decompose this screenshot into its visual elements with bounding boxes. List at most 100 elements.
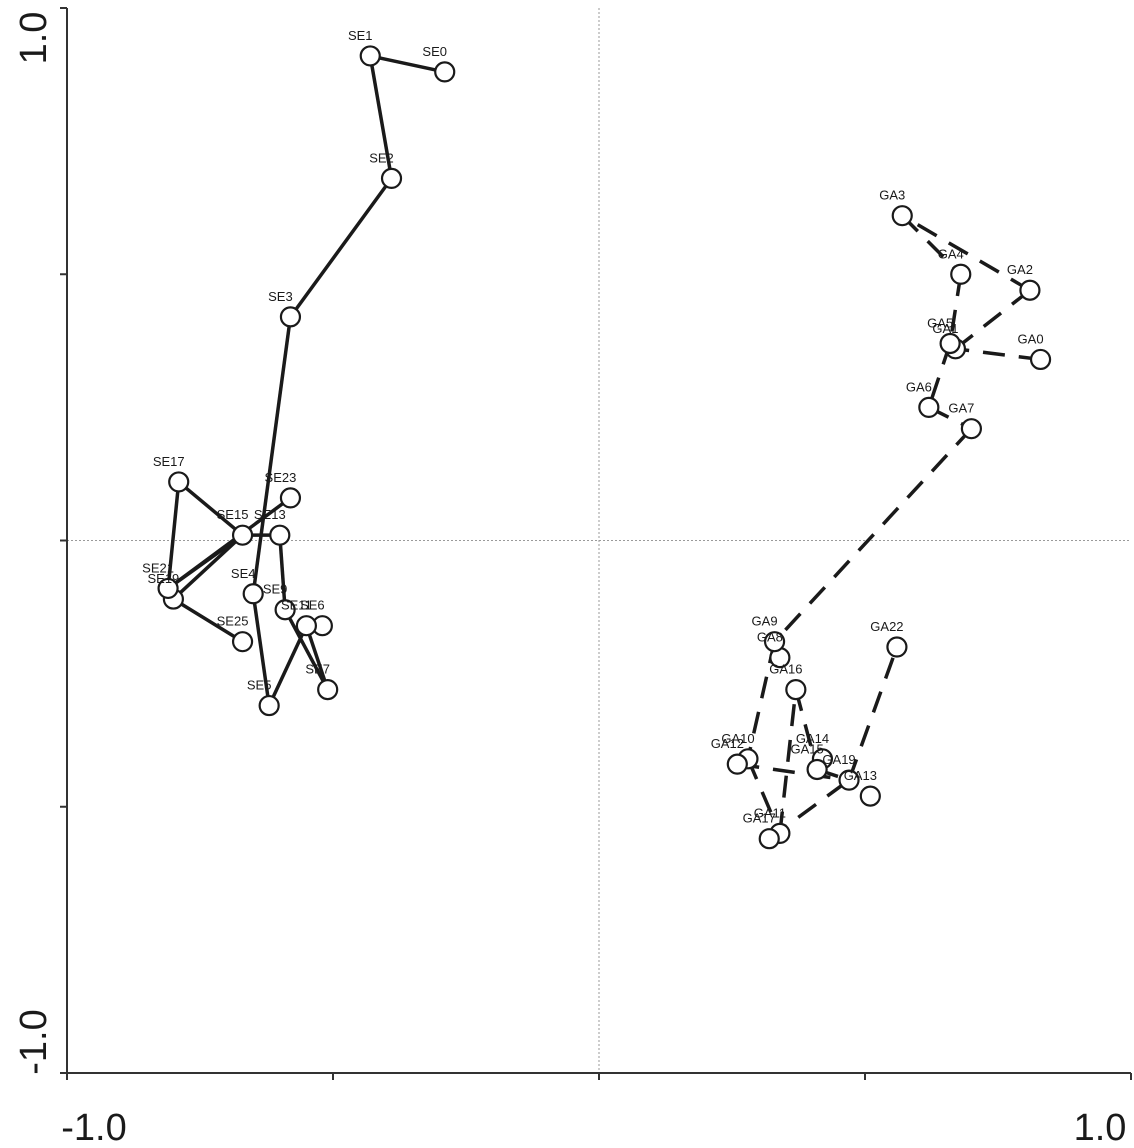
point-label-GA11: GA11 (754, 805, 786, 820)
point-label-GA12: GA12 (711, 736, 744, 751)
series-0-segment-7 (283, 608, 330, 691)
point-SE0 (434, 61, 456, 83)
point-SE2 (380, 167, 403, 189)
point-GA19 (838, 769, 860, 791)
point-label-GA8: GA8 (757, 630, 783, 645)
series-points (157, 45, 1052, 850)
point-label-SE19: SE19 (147, 571, 179, 586)
series-0-segment-10 (177, 480, 244, 537)
point-label-GA22: GA22 (870, 619, 903, 634)
point-GA5 (939, 332, 961, 355)
series-0-segment-11 (166, 481, 181, 589)
point-label-GA5: GA5 (927, 315, 953, 330)
point-GA2 (1019, 279, 1041, 301)
series-1-segment-11 (794, 689, 819, 770)
point-label-GA0: GA0 (1018, 331, 1044, 346)
point-label-SE0: SE0 (422, 44, 447, 59)
y-tick-label-max: 1.0 (13, 12, 55, 65)
point-label-GA16: GA16 (769, 662, 802, 677)
series-1-segment-3 (901, 214, 962, 276)
point-SE5 (258, 694, 280, 717)
series-1-segment-9 (746, 758, 782, 835)
series-0-segment-8 (278, 535, 287, 610)
point-SE25 (231, 631, 254, 653)
point-label-GA13: GA13 (844, 768, 877, 783)
point-label-GA6: GA6 (906, 379, 932, 394)
point-label-GA15: GA15 (790, 741, 823, 756)
series-1-segment-14 (737, 762, 850, 782)
point-label-SE13: SE13 (254, 507, 286, 522)
point-GA16 (785, 678, 807, 701)
point-SE15 (231, 524, 254, 546)
point-GA12 (726, 753, 748, 775)
axis-ticks (60, 7, 1132, 1080)
x-tick-label-min: -1.0 (61, 1107, 126, 1148)
point-GA7 (960, 418, 983, 440)
point-SE7 (317, 678, 339, 701)
point-label-SE25: SE25 (217, 614, 249, 629)
series-0-segment-13 (167, 533, 244, 590)
point-SE11 (295, 615, 317, 637)
series-0-segment-15 (172, 533, 244, 601)
point-SE9 (274, 599, 296, 621)
x-tick-label-max: 1.0 (1074, 1107, 1127, 1148)
point-label-GA9: GA9 (752, 614, 778, 629)
point-GA17 (758, 828, 780, 850)
point-label-SE11: SE11 (281, 598, 312, 613)
point-label-GA1: GA1 (932, 321, 958, 336)
series-1-segment-4 (948, 273, 963, 344)
point-label-GA7: GA7 (948, 401, 974, 416)
point-GA6 (918, 396, 940, 418)
point-SE17 (168, 471, 190, 493)
point-label-SE7: SE7 (305, 662, 330, 677)
point-SE13 (269, 524, 291, 546)
series-lines (166, 54, 1041, 841)
point-label-SE4: SE4 (231, 566, 256, 581)
point-GA3 (891, 205, 913, 227)
point-label-SE5: SE5 (247, 678, 272, 693)
point-label-SE2: SE2 (369, 150, 394, 165)
point-label-SE9: SE9 (263, 582, 288, 597)
point-label-GA10: GA10 (721, 731, 754, 746)
series-0-segment-2 (289, 177, 393, 318)
series-1-segment-13 (847, 646, 899, 781)
point-label-GA19: GA19 (822, 752, 855, 767)
point-label-SE3: SE3 (268, 289, 293, 304)
reference-lines (67, 8, 1131, 1073)
series-1-segment-0 (955, 347, 1041, 362)
point-label-GA14: GA14 (796, 731, 829, 746)
point-SE23 (279, 487, 302, 509)
point-GA0 (1029, 348, 1052, 371)
y-tick-label-min: -1.0 (13, 1009, 55, 1074)
point-GA4 (950, 263, 972, 285)
point-label-GA3: GA3 (879, 188, 905, 203)
point-GA13 (859, 785, 881, 807)
point-label-SE6: SE6 (300, 598, 325, 613)
point-label-GA17: GA17 (743, 811, 776, 826)
series-1-segment-2 (901, 214, 1031, 292)
point-label-GA2: GA2 (1007, 262, 1033, 277)
point-GA15 (806, 758, 828, 781)
point-label-SE15: SE15 (217, 507, 249, 522)
point-SE3 (279, 306, 302, 328)
series-0-segment-14 (172, 597, 244, 644)
series-0-segment-0 (369, 54, 446, 74)
point-label-GA4: GA4 (938, 246, 964, 261)
series-0-segment-3 (251, 316, 293, 594)
point-label-SE21: SE21 (142, 560, 174, 575)
series-1-segment-10 (778, 689, 798, 834)
point-GA22 (886, 636, 908, 658)
series-1-segment-7 (773, 427, 973, 643)
point-label-SE23: SE23 (265, 470, 297, 485)
series-0-segment-4 (251, 593, 271, 706)
series-0-segment-1 (368, 55, 394, 179)
point-GA9 (763, 631, 786, 653)
point-label-SE1: SE1 (348, 28, 373, 43)
series-1-segment-1 (954, 288, 1032, 351)
point-SE1 (359, 45, 381, 67)
series-0-segment-6 (304, 625, 330, 691)
point-SE21 (157, 577, 179, 600)
point-label-SE17: SE17 (153, 454, 185, 469)
